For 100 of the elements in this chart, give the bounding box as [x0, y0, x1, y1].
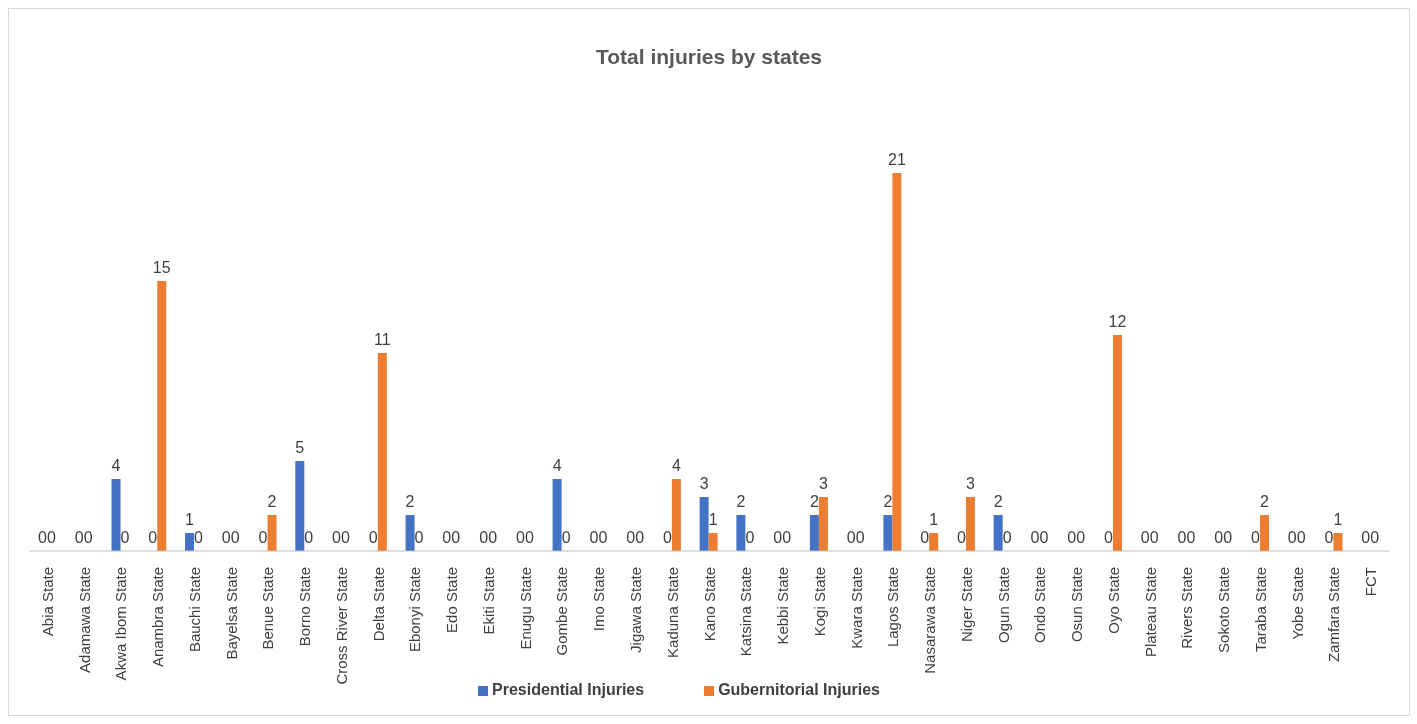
data-label: 0 [341, 529, 351, 546]
data-label: 3 [699, 475, 709, 492]
bar [708, 533, 718, 551]
data-label: 11 [374, 331, 391, 348]
data-label: 1 [929, 511, 939, 528]
x-tick-label: Kebbi State [774, 567, 792, 645]
data-label: 5 [295, 439, 305, 456]
data-label: 3 [965, 475, 975, 492]
x-tick-label: Rivers State [1178, 567, 1196, 649]
data-label: 0 [1287, 529, 1297, 546]
data-label: 0 [1296, 529, 1306, 546]
data-label: 0 [332, 529, 342, 546]
bar [377, 353, 387, 551]
data-label: 0 [1324, 529, 1334, 546]
bar [993, 515, 1003, 551]
data-label: 0 [1214, 529, 1224, 546]
data-label: 0 [662, 529, 672, 546]
data-label: 2 [809, 493, 819, 510]
data-label: 1 [708, 511, 718, 528]
bar [185, 533, 195, 551]
x-tick-label: Niger State [957, 567, 975, 643]
x-tick-label: Borno State [296, 567, 314, 647]
x-tick-label: FCT [1362, 567, 1380, 597]
data-label: 0 [855, 529, 865, 546]
legend-label: Gubernitorial Injuries [718, 681, 880, 698]
x-tick-label: Bayelsa State [222, 567, 240, 660]
data-label: 0 [47, 529, 57, 546]
bar [295, 461, 305, 551]
data-label: 0 [38, 529, 48, 546]
x-tick-label: Yobe State [1288, 567, 1306, 640]
x-tick-label: Sokoto State [1215, 567, 1233, 653]
x-tick-label: Zamfara State [1325, 567, 1343, 663]
data-label: 0 [846, 529, 856, 546]
data-label: 0 [920, 529, 930, 546]
x-tick-label: Taraba State [1251, 567, 1269, 653]
data-label: 0 [626, 529, 636, 546]
bar [736, 515, 746, 551]
data-label: 0 [773, 529, 783, 546]
x-tick-label: Bauchi State [185, 567, 203, 653]
bar [892, 173, 902, 551]
data-label: 0 [956, 529, 966, 546]
data-label: 15 [152, 259, 171, 276]
data-label: 0 [1002, 529, 1012, 546]
x-tick-label: Oyo State [1104, 567, 1122, 634]
data-label: 0 [221, 529, 231, 546]
x-tick-label: Benue State [259, 567, 277, 650]
x-tick-label: Katsina State [737, 567, 755, 657]
x-tick-label: Kaduna State [663, 567, 681, 658]
bar [965, 497, 975, 551]
data-label: 0 [1361, 529, 1371, 546]
x-tick-label: Jigawa State [626, 567, 644, 653]
bar [699, 497, 709, 551]
data-label: 0 [1223, 529, 1233, 546]
bar [157, 281, 167, 551]
data-label: 0 [524, 529, 534, 546]
data-label: 2 [405, 493, 415, 510]
data-label: 0 [451, 529, 461, 546]
bar [809, 515, 819, 551]
data-label: 0 [74, 529, 84, 546]
data-label: 0 [589, 529, 599, 546]
data-label: 0 [1076, 529, 1086, 546]
bar [1112, 335, 1122, 551]
x-tick-label: Abia State [38, 567, 56, 637]
data-label: 0 [479, 529, 489, 546]
data-label: 1 [185, 511, 195, 528]
data-label: 0 [635, 529, 645, 546]
data-label: 4 [552, 457, 562, 474]
bar [1333, 533, 1343, 551]
bar [1259, 515, 1269, 551]
data-label: 2 [883, 493, 893, 510]
x-tick-label: Kogi State [810, 567, 828, 637]
bar [929, 533, 939, 551]
x-tick-label: Imo State [590, 567, 608, 632]
data-label: 0 [745, 529, 755, 546]
data-label: 3 [818, 475, 828, 492]
x-tick-label: Lagos State [884, 567, 902, 648]
x-tick-label: Plateau State [1141, 567, 1159, 658]
data-label: 4 [111, 457, 121, 474]
x-tick-label: Osun State [1068, 567, 1086, 643]
data-label: 0 [1030, 529, 1040, 546]
x-tick-label: Adamawa State [75, 567, 93, 673]
data-label: 0 [258, 529, 268, 546]
data-label: 21 [888, 151, 906, 168]
data-label: 0 [230, 529, 240, 546]
bar [883, 515, 893, 551]
bar [552, 479, 562, 551]
data-label: 0 [1186, 529, 1196, 546]
data-label: 0 [488, 529, 498, 546]
data-label: 0 [1039, 529, 1049, 546]
bar [111, 479, 121, 551]
bar [671, 479, 681, 551]
data-label: 0 [414, 529, 424, 546]
data-label: 0 [1177, 529, 1187, 546]
data-label: 2 [267, 493, 277, 510]
data-label: 0 [1103, 529, 1113, 546]
x-tick-label: Delta State [369, 567, 387, 642]
data-label: 0 [1140, 529, 1150, 546]
x-tick-label: Ogun State [994, 567, 1012, 643]
x-tick-label: Enugu State [516, 567, 534, 650]
data-label: 0 [194, 529, 204, 546]
